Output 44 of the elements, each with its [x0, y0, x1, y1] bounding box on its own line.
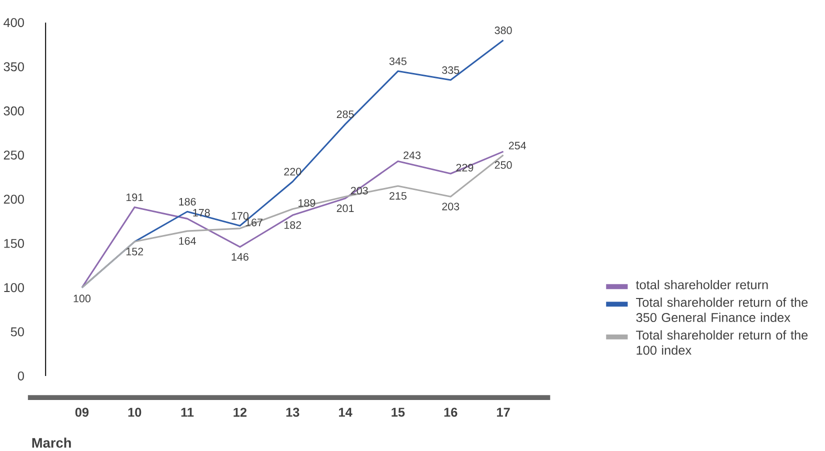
data-label: 178 [193, 208, 210, 217]
y-tick-label: 300 [4, 106, 24, 116]
y-tick-label: 350 [4, 62, 24, 72]
y-tick-label: 250 [4, 150, 24, 160]
data-label: 170 [232, 212, 248, 220]
x-axis-title: March [32, 438, 71, 448]
data-label: 335 [442, 66, 460, 74]
legend-label: Total shareholder return of the 350 General Finance index [636, 298, 808, 322]
y-tick-label: 50 [10, 327, 24, 336]
x-tick-label: 11 [181, 408, 194, 417]
y-tick-label: 100 [4, 283, 24, 292]
y-tick-label: 200 [4, 194, 24, 204]
x-tick-label: 12 [234, 408, 247, 417]
data-label: 191 [126, 194, 144, 202]
data-label: 186 [179, 198, 196, 206]
legend-label: Total shareholder return of the 100 index [636, 330, 808, 355]
data-label: 189 [298, 199, 316, 207]
data-label: 100 [74, 294, 90, 302]
data-label: 167 [246, 218, 262, 226]
data-label: 182 [284, 221, 302, 229]
x-tick-label: 17 [497, 408, 510, 417]
data-label: 146 [232, 253, 248, 261]
data-label: 345 [389, 57, 406, 66]
data-label: 152 [126, 248, 144, 256]
x-tick-label: 14 [339, 408, 352, 417]
data-label: 250 [494, 161, 512, 169]
data-label: 285 [336, 110, 354, 118]
x-tick-label: 16 [444, 408, 458, 417]
data-label: 201 [336, 204, 354, 212]
data-label: 203 [442, 202, 460, 210]
data-label: 215 [390, 192, 406, 200]
y-tick-label: 0 [18, 371, 24, 380]
x-tick-label: 15 [392, 408, 405, 417]
legend-label: total shareholder return [636, 280, 768, 290]
data-label: 220 [284, 168, 302, 176]
y-tick-label: 400 [4, 18, 24, 28]
data-label: 254 [508, 142, 526, 150]
y-tick-label: 150 [4, 238, 24, 248]
x-tick-label: 09 [75, 408, 89, 417]
data-label: 380 [494, 26, 512, 34]
data-label: 243 [404, 152, 421, 160]
x-tick-label: 10 [128, 408, 142, 417]
x-tick-label: 13 [286, 408, 300, 417]
data-label: 164 [179, 237, 196, 245]
